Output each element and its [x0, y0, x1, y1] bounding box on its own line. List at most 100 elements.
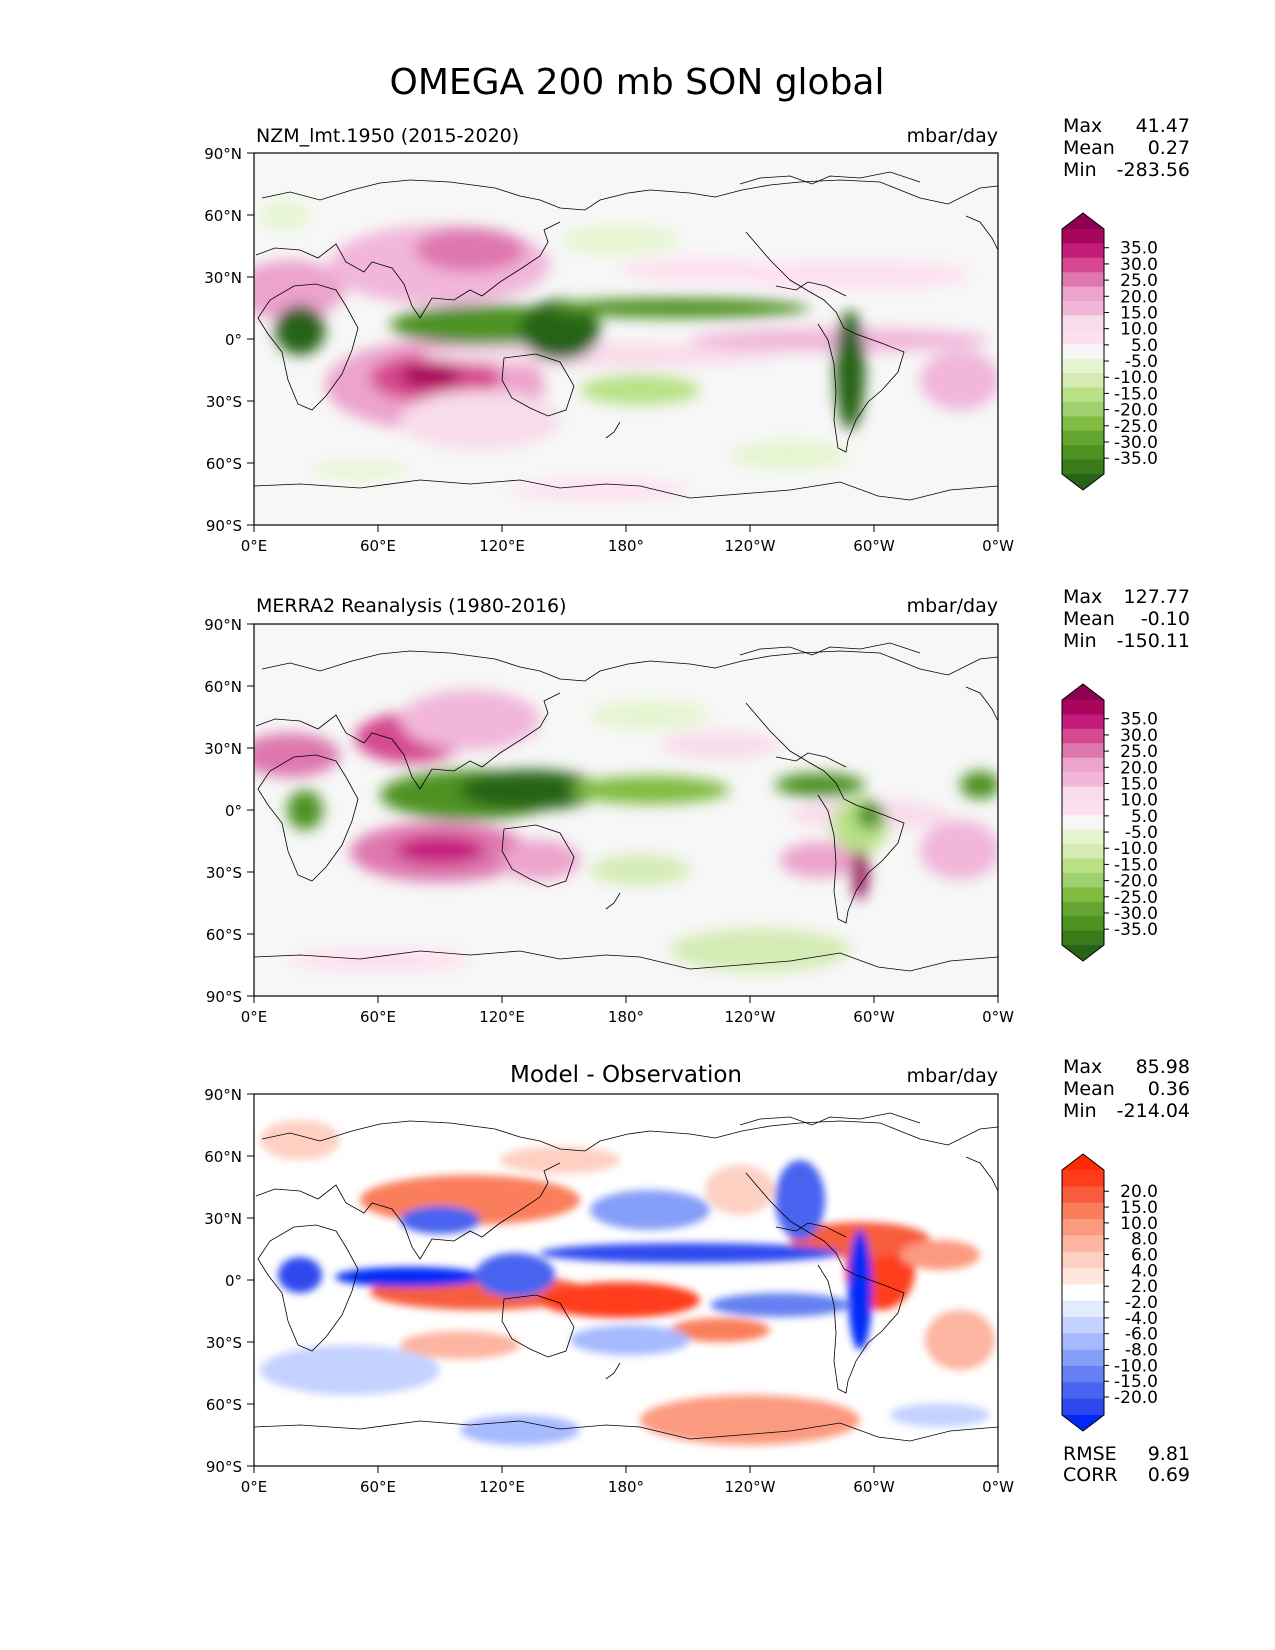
- stats-block: Max 41.47 Mean 0.27 Min -283.56: [1063, 115, 1190, 181]
- colorbar-min-extension: [1062, 945, 1104, 961]
- y-tick-label: 90°S: [206, 988, 242, 1006]
- colorbar-label: -6.0: [1125, 1325, 1158, 1345]
- metric-value: 0.69: [1148, 1464, 1190, 1486]
- colorbar-segment: [1062, 286, 1104, 302]
- colorbar-label: -15.0: [1114, 855, 1158, 875]
- field-blob: [920, 820, 998, 880]
- colorbar-label: -4.0: [1125, 1309, 1158, 1329]
- colorbar-segment: [1062, 872, 1104, 888]
- x-tick-label: 120°E: [479, 1478, 525, 1496]
- y-tick-label: 60°N: [204, 1148, 242, 1166]
- x-tick-label: 180°: [608, 1008, 644, 1026]
- y-tick-label: 30°N: [204, 269, 242, 287]
- colorbar-segment: [1062, 1300, 1104, 1318]
- colorbar: 35.030.025.020.015.010.05.0-5.0-10.0-15.…: [1061, 212, 1158, 491]
- colorbar-segment: [1062, 1235, 1104, 1253]
- metric-value: 9.81: [1148, 1443, 1190, 1465]
- x-tick-label: 0°W: [982, 1478, 1014, 1496]
- panel-units: mbar/day: [907, 125, 998, 147]
- field-blob: [254, 733, 340, 777]
- field-blob: [670, 1318, 770, 1342]
- field-blob: [400, 1206, 480, 1234]
- field-blob: [335, 1267, 485, 1287]
- colorbar-label: 15.0: [1120, 303, 1158, 323]
- field-blob: [590, 700, 710, 730]
- colorbar-segment: [1062, 459, 1104, 475]
- colorbar-max-extension: [1062, 1154, 1104, 1170]
- colorbar-max-extension: [1062, 213, 1104, 229]
- x-tick-label: 0°W: [982, 1008, 1014, 1026]
- colorbar-segment: [1062, 1333, 1104, 1351]
- colorbar-label: -15.0: [1114, 384, 1158, 404]
- colorbar-segment: [1062, 901, 1104, 917]
- y-tick-label: 60°S: [206, 1396, 242, 1414]
- colorbar-label: -10.0: [1114, 839, 1158, 859]
- x-tick-label: 0°E: [241, 1008, 268, 1026]
- field-blob: [620, 258, 780, 282]
- stat-label: Mean: [1063, 1078, 1115, 1100]
- field-blob: [780, 842, 860, 878]
- colorbar-outline: [1061, 683, 1105, 962]
- field-blob: [570, 1325, 690, 1355]
- x-tick-label: 120°W: [725, 1008, 776, 1026]
- x-tick-label: 120°E: [479, 537, 525, 555]
- x-tick-label: 0°E: [241, 1478, 268, 1496]
- y-tick-label: 0°: [225, 1272, 242, 1290]
- coastlines: [253, 1112, 999, 1442]
- y-tick-label: 0°: [225, 802, 242, 820]
- colorbar-label: 10.0: [1120, 1214, 1158, 1234]
- colorbar-label: 15.0: [1120, 1198, 1158, 1218]
- colorbar-segment: [1062, 430, 1104, 446]
- y-tick-label: 30°N: [204, 1210, 242, 1228]
- x-axis: 0°E 60°E 120°E 180° 120°W 60°W 0°W: [241, 525, 1014, 555]
- field-blob: [275, 305, 325, 355]
- y-tick-label: 60°S: [206, 455, 242, 473]
- x-tick-label: 0°E: [241, 537, 268, 555]
- stat-value: 41.47: [1136, 115, 1190, 137]
- y-tick-label: 30°N: [204, 740, 242, 758]
- field-blob: [500, 1146, 620, 1174]
- colorbar-label: -10.0: [1114, 1356, 1158, 1376]
- x-tick-label: 180°: [608, 1478, 644, 1496]
- field-blob: [520, 300, 600, 360]
- y-axis: 90°N 60°N 30°N 0° 30°S 60°S 90°S: [204, 1086, 254, 1476]
- stat-label: Mean: [1063, 608, 1115, 630]
- colorbar-segment: [1062, 930, 1104, 946]
- colorbar-label: 30.0: [1120, 255, 1158, 275]
- field-blob: [310, 462, 410, 478]
- field-blob: [660, 731, 780, 759]
- field-blob: [550, 298, 810, 318]
- colorbar-segment: [1062, 858, 1104, 874]
- field-blob: [670, 928, 850, 972]
- colorbar-segment: [1062, 272, 1104, 288]
- stat-label: Max: [1063, 1056, 1102, 1078]
- field-blob: [415, 228, 525, 272]
- colorbar-segment: [1062, 800, 1104, 816]
- colorbar-label: 35.0: [1120, 710, 1158, 730]
- field-blob: [730, 260, 970, 290]
- colorbar-label: 30.0: [1120, 726, 1158, 746]
- colorbar-segment: [1062, 257, 1104, 273]
- field-blob: [580, 375, 700, 405]
- colorbar-label: 20.0: [1120, 1182, 1158, 1202]
- y-tick-label: 0°: [225, 331, 242, 349]
- colorbar-outline: [1061, 1153, 1105, 1432]
- y-tick-label: 90°S: [206, 517, 242, 535]
- coastlines: [253, 642, 999, 972]
- field-blob: [400, 364, 460, 388]
- colorbar-segment: [1062, 1219, 1104, 1236]
- field-blob: [570, 776, 730, 804]
- colorbar-label: -25.0: [1114, 417, 1158, 437]
- coastlines: [253, 171, 999, 501]
- stat-value: -150.11: [1117, 630, 1190, 652]
- panel-difference: Model - Observation mbar/day 90°N 60°N 30°…: [204, 1056, 1190, 1496]
- field-blob: [290, 948, 470, 972]
- x-axis: 0°E 60°E 120°E 180° 120°W 60°W 0°W: [241, 1466, 1014, 1496]
- field-blob: [900, 1240, 980, 1270]
- x-tick-label: 180°: [608, 537, 644, 555]
- colorbar-label: 20.0: [1120, 758, 1158, 778]
- colorbar-label: -5.0: [1125, 823, 1158, 843]
- field-blob: [260, 1345, 440, 1395]
- field-layer: [254, 200, 998, 500]
- panel-title-center: Model - Observation: [510, 1062, 742, 1088]
